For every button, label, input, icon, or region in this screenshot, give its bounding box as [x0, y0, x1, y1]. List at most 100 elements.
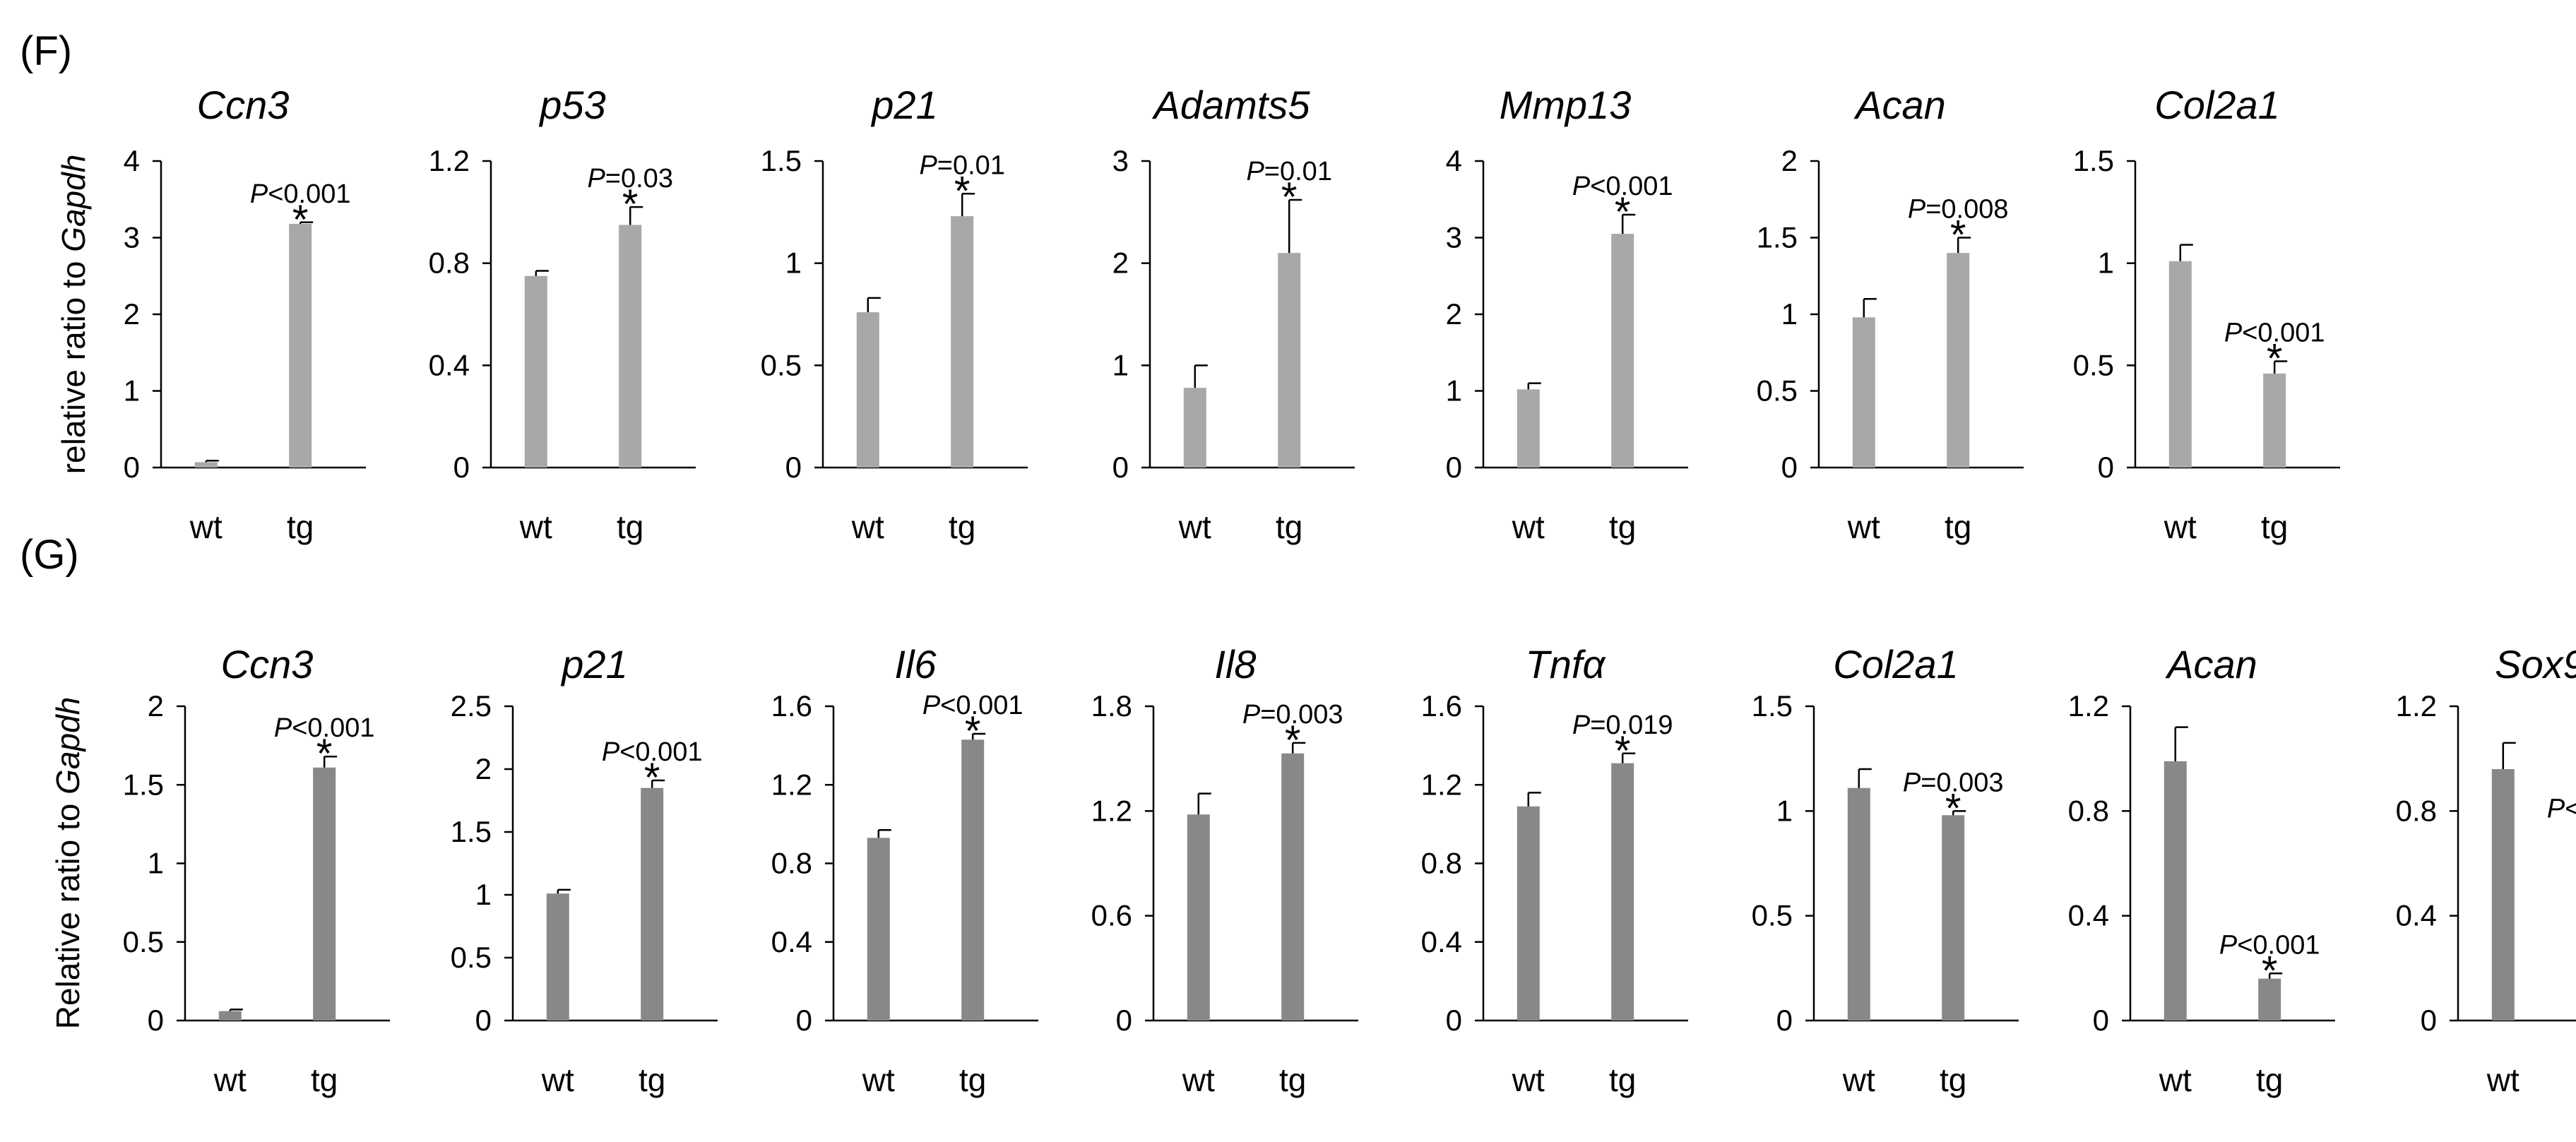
- p-value-text: =0.003: [1921, 768, 2003, 797]
- y-tick-label: 0.8: [2396, 794, 2437, 827]
- y-tick-label: 0: [2098, 451, 2114, 484]
- y-tick-label: 0.8: [429, 246, 470, 280]
- y-tick-label: 3: [124, 221, 140, 254]
- p-value-symbol: P: [2219, 930, 2238, 960]
- y-tick-label: 0: [1776, 1004, 1793, 1037]
- p-value-text: <0.001: [268, 179, 350, 209]
- bar-wt: [2491, 769, 2515, 1021]
- p-value-symbol: P: [1903, 768, 1921, 797]
- y-tick-label: 1.5: [1752, 689, 1793, 722]
- x-category-label: wt: [1182, 1061, 1215, 1098]
- y-tick-label: 1.2: [2396, 689, 2437, 722]
- x-category-label: tg: [959, 1061, 986, 1098]
- significance-marker: *: [1945, 785, 1961, 831]
- p-value-symbol: P: [587, 164, 605, 194]
- bar-wt: [856, 312, 879, 468]
- bar-tg: [1942, 815, 1965, 1021]
- x-category-label: tg: [1940, 1061, 1966, 1098]
- y-tick-label: 3: [1446, 221, 1462, 254]
- y-tick-label: 0: [1781, 451, 1798, 484]
- y-tick-label: 1.2: [1091, 794, 1132, 827]
- p-value-label: P<0.001: [250, 179, 351, 209]
- y-tick-label: 4: [1446, 144, 1462, 177]
- p-value-symbol: P: [2547, 794, 2565, 823]
- bar-tg: [961, 739, 985, 1021]
- x-category-label: tg: [1279, 1061, 1306, 1098]
- chart-title: p53: [538, 83, 605, 127]
- p-value-text: <0.001: [940, 691, 1023, 720]
- p-value-text: <0.001: [619, 737, 702, 767]
- p-value-symbol: P: [602, 737, 620, 767]
- y-axis-label-text: relative ratio to: [55, 252, 92, 474]
- y-tick-label: 0.5: [123, 925, 164, 958]
- p-value-text: <0.001: [2565, 794, 2576, 823]
- p-value-symbol: P: [274, 713, 292, 743]
- chart-title: Col2a1: [1833, 642, 1958, 686]
- p-value-text: <0.001: [292, 713, 374, 743]
- bar-wt: [867, 838, 890, 1021]
- chart-title: Acan: [1853, 83, 1946, 127]
- y-tick-label: 0: [796, 1004, 812, 1037]
- y-tick-label: 0: [785, 451, 802, 484]
- chart-sox9: 00.40.81.2Sox9wttg*P<0.001: [2396, 642, 2576, 1098]
- y-tick-label: 0: [1446, 1004, 1462, 1037]
- bar-wt: [1187, 814, 1210, 1021]
- x-category-label: wt: [2159, 1061, 2192, 1098]
- p-value-text: =0.03: [605, 164, 673, 194]
- panel-label-g: (G): [20, 532, 79, 578]
- significance-marker: *: [2267, 336, 2283, 382]
- y-tick-label: 0.5: [2073, 348, 2114, 381]
- y-tick-label: 1.8: [1091, 689, 1132, 722]
- p-value-symbol: P: [250, 179, 268, 209]
- chart-title: Mmp13: [1500, 83, 1632, 127]
- x-category-label: tg: [639, 1061, 665, 1098]
- p-value-label: P<0.001: [274, 713, 375, 743]
- p-value-text: =0.01: [937, 150, 1005, 180]
- significance-marker: *: [1950, 213, 1966, 258]
- y-tick-label: 1: [148, 847, 164, 880]
- bar-tg: [1278, 253, 1301, 468]
- y-tick-label: 4: [124, 144, 140, 177]
- chart-title: Il8: [1214, 642, 1256, 686]
- p-value-symbol: P: [1908, 195, 1926, 225]
- bar-wt: [1183, 388, 1206, 468]
- y-tick-label: 1: [475, 878, 492, 911]
- y-tick-label: 3: [1112, 144, 1129, 177]
- y-tick-label: 1.2: [2068, 689, 2109, 722]
- significance-marker: *: [2262, 948, 2278, 994]
- y-tick-label: 0.4: [429, 348, 470, 381]
- bar-tg: [619, 225, 642, 468]
- bar-tg: [1611, 763, 1634, 1021]
- p-value-label: P=0.01: [919, 150, 1005, 180]
- chart-title: Adamts5: [1152, 83, 1311, 127]
- p-value-label: P=0.03: [587, 164, 673, 194]
- y-tick-label: 1.2: [429, 144, 470, 177]
- x-category-label: wt: [1178, 508, 1211, 545]
- y-tick-label: 2: [148, 689, 164, 722]
- chart-title: Tnfα: [1526, 642, 1607, 686]
- bar-tg: [313, 767, 336, 1021]
- x-category-label: wt: [2486, 1061, 2519, 1098]
- x-category-label: tg: [617, 508, 643, 545]
- p-value-label: P<0.001: [2219, 930, 2320, 960]
- bar-wt: [546, 893, 569, 1021]
- y-tick-label: 0.4: [771, 925, 812, 958]
- x-category-label: tg: [287, 508, 314, 545]
- x-category-label: wt: [541, 1061, 574, 1098]
- y-tick-label: 1.5: [451, 815, 492, 848]
- y-tick-label: 1.5: [2073, 144, 2114, 177]
- y-tick-label: 0.8: [1421, 847, 1462, 880]
- y-tick-label: 0: [1446, 451, 1462, 484]
- significance-marker: *: [622, 182, 639, 227]
- x-category-label: tg: [2261, 508, 2288, 545]
- panel-label-f: (F): [20, 28, 72, 74]
- y-tick-label: 1: [1112, 348, 1129, 381]
- y-tick-label: 0: [475, 1004, 492, 1037]
- y-tick-label: 0: [124, 451, 140, 484]
- p-value-text: <0.001: [2237, 930, 2320, 960]
